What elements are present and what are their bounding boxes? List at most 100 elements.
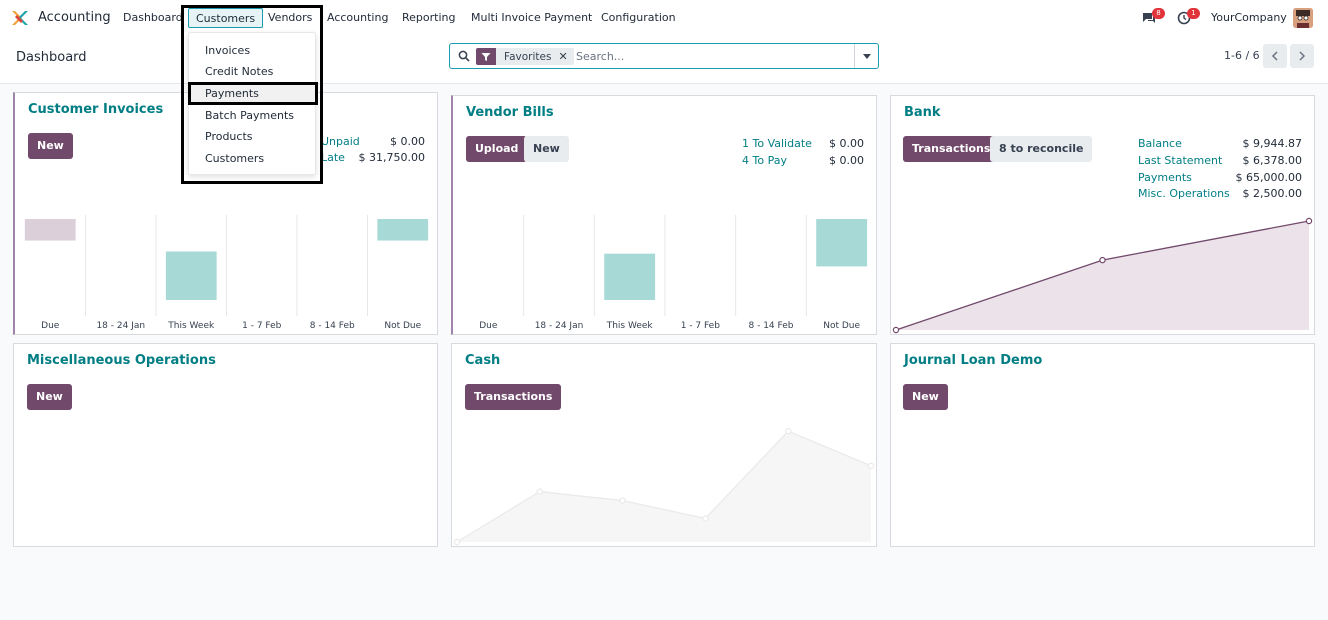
to-validate-value: $ 0.00 — [829, 137, 864, 150]
card-title[interactable]: Customer Invoices — [28, 102, 164, 117]
data-point[interactable] — [867, 462, 875, 470]
cash-transactions-button[interactable]: Transactions — [465, 384, 562, 410]
last-statement-label[interactable]: Last Statement — [1138, 154, 1223, 167]
x-tick-label: 1 - 7 Feb — [242, 321, 282, 331]
x-tick-label: Not Due — [384, 321, 421, 331]
menu-customers[interactable]: Customers — [188, 8, 264, 28]
bar[interactable] — [165, 251, 217, 301]
search-input[interactable] — [576, 48, 846, 65]
facet-label: Favorites — [504, 50, 552, 63]
balance-label[interactable]: Balance — [1138, 137, 1182, 150]
x-tick-label: This Week — [606, 321, 654, 331]
app-name[interactable]: Accounting — [38, 10, 111, 25]
new-loan-entry-button[interactable]: New — [903, 384, 948, 410]
data-point[interactable] — [702, 515, 709, 522]
new-invoice-button[interactable]: New — [28, 133, 73, 159]
card-title[interactable]: Vendor Bills — [466, 105, 554, 120]
late-value: $ 31,750.00 — [358, 151, 425, 164]
favorites-facet[interactable]: Favorites ✕ — [476, 48, 574, 65]
menu-dashboard[interactable]: Dashboard — [123, 11, 183, 24]
payments-label[interactable]: Payments — [1138, 171, 1192, 184]
company-switcher[interactable]: YourCompany — [1211, 11, 1287, 24]
highlight-frame-payments — [188, 82, 318, 105]
to-pay-label[interactable]: 4 To Pay — [742, 154, 787, 167]
x-tick-label: Due — [41, 321, 60, 331]
card-title[interactable]: Miscellaneous Operations — [27, 353, 216, 368]
misc-operations-value: $ 2,500.00 — [1242, 187, 1302, 200]
data-point[interactable] — [536, 488, 544, 495]
to-pay-value: $ 0.00 — [829, 154, 864, 167]
data-point[interactable] — [785, 427, 792, 435]
new-misc-entry-button[interactable]: New — [27, 384, 72, 410]
bank-transactions-button[interactable]: Transactions — [903, 136, 1000, 162]
bar[interactable] — [604, 253, 656, 300]
top-navbar: Accounting Dashboard Customers Vendors A… — [0, 0, 1328, 36]
dropdown-item-products[interactable]: Products — [205, 130, 253, 143]
search-icon — [458, 50, 470, 62]
messages-badge: 8 — [1152, 8, 1165, 19]
highlight-frame-menu — [181, 5, 323, 184]
reconcile-button[interactable]: 8 to reconcile — [990, 136, 1093, 162]
misc-operations-card: Miscellaneous Operations New — [13, 343, 438, 547]
dropdown-item-batch-payments[interactable]: Batch Payments — [205, 109, 295, 122]
filter-icon — [476, 48, 496, 65]
x-tick-label: 1 - 7 Feb — [681, 321, 721, 331]
bills-bar-chart[interactable]: Due 18 - 24 Jan This Week 1 - 7 Feb 8 - 14 F… — [453, 211, 877, 334]
vendor-bills-card: Vendor Bills Upload New 1 To Validate $ … — [451, 95, 877, 335]
close-icon[interactable]: ✕ — [558, 50, 568, 63]
data-point[interactable] — [892, 326, 900, 334]
card-title[interactable]: Bank — [904, 105, 941, 120]
x-tick-label: 8 - 14 Feb — [310, 321, 355, 331]
card-title[interactable]: Journal Loan Demo — [904, 353, 1043, 368]
data-point[interactable] — [619, 497, 626, 504]
misc-operations-label[interactable]: Misc. Operations — [1138, 187, 1230, 200]
series-line — [456, 430, 872, 543]
menu-configuration[interactable]: Configuration — [601, 11, 676, 24]
cash-line-chart[interactable] — [452, 424, 876, 546]
chevron-right-icon — [1299, 51, 1306, 61]
x-tick-label: Not Due — [823, 321, 860, 331]
unpaid-label[interactable]: Unpaid — [321, 135, 360, 148]
pager-next-button[interactable] — [1290, 44, 1314, 68]
data-point[interactable] — [453, 538, 461, 546]
dropdown-item-invoices[interactable]: Invoices — [205, 44, 251, 57]
x-tick-label: 18 - 24 Jan — [535, 321, 584, 331]
data-point[interactable] — [1099, 256, 1106, 264]
user-avatar[interactable] — [1293, 8, 1313, 28]
payments-value: $ 65,000.00 — [1235, 171, 1302, 184]
to-validate-label[interactable]: 1 To Validate — [742, 137, 812, 150]
breadcrumb: Dashboard — [16, 50, 87, 65]
dropdown-item-credit-notes[interactable]: Credit Notes — [205, 65, 274, 78]
search-options-toggle[interactable] — [854, 44, 878, 68]
journal-loan-card: Journal Loan Demo New — [890, 343, 1315, 547]
area-fill — [896, 221, 1309, 330]
activities-badge: 1 — [1187, 8, 1200, 19]
menu-accounting[interactable]: Accounting — [327, 11, 389, 24]
chevron-left-icon — [1271, 51, 1278, 61]
dropdown-item-customers[interactable]: Customers — [205, 152, 265, 165]
upload-bill-button[interactable]: Upload — [466, 136, 528, 162]
bank-line-chart[interactable] — [891, 214, 1314, 334]
data-point[interactable] — [1305, 217, 1313, 225]
new-bill-button[interactable]: New — [524, 136, 569, 162]
bar[interactable] — [816, 219, 868, 267]
menu-vendors[interactable]: Vendors — [268, 11, 313, 24]
bar[interactable] — [24, 219, 76, 241]
x-tick-label: This Week — [167, 321, 215, 331]
search-bar[interactable]: Favorites ✕ — [449, 43, 879, 69]
last-statement-value: $ 6,378.00 — [1242, 154, 1302, 167]
x-tick-label: Due — [479, 321, 498, 331]
x-tick-label: 8 - 14 Feb — [749, 321, 794, 331]
cash-card: Cash Transactions — [451, 343, 877, 547]
accounting-app-icon[interactable] — [11, 9, 29, 27]
dropdown-item-payments[interactable]: Payments — [189, 83, 315, 104]
invoices-bar-chart[interactable]: Due 18 - 24 Jan This Week 1 - 7 Feb 8 - 14 F… — [15, 211, 438, 334]
bar[interactable] — [377, 219, 429, 241]
late-label[interactable]: Late — [321, 151, 345, 164]
card-title[interactable]: Cash — [465, 353, 501, 368]
unpaid-value: $ 0.00 — [390, 135, 425, 148]
pager-previous-button[interactable] — [1263, 44, 1287, 68]
menu-reporting[interactable]: Reporting — [402, 11, 456, 24]
menu-multi-invoice-payment[interactable]: Multi Invoice Payment — [471, 11, 593, 24]
pager-value[interactable]: 1-6 / 6 — [1224, 49, 1260, 62]
